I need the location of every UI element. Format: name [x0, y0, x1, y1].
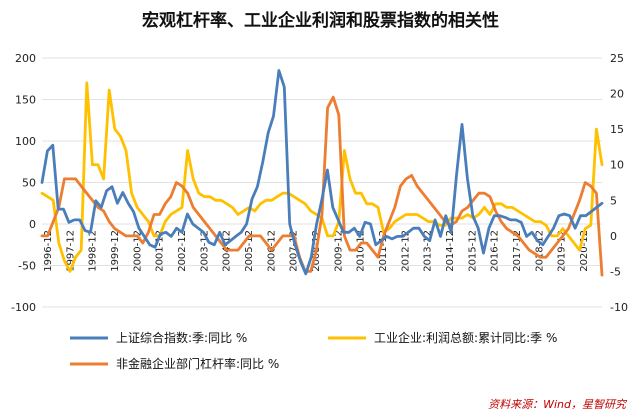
series-line-0 [40, 69, 604, 276]
left-tick-label: -100 [11, 301, 36, 314]
left-axis-ticks: -100 -50 0 50 100 150 200 [11, 52, 36, 314]
x-tick-label: 2020-12 [579, 230, 590, 272]
left-tick-label: 0 [29, 218, 36, 231]
x-tick-label: 2001-12 [155, 230, 166, 272]
x-tick-label: 2003-12 [199, 230, 210, 272]
x-tick-label: 2016-12 [490, 230, 501, 272]
left-tick-label: 50 [22, 177, 36, 190]
x-tick-label: 2007-12 [289, 230, 300, 272]
right-tick-label: 15 [610, 123, 624, 136]
source-note: 资料来源：Wind，星智研究 [488, 398, 628, 411]
x-tick-label: 1997-12 [65, 230, 76, 272]
left-tick-label: 100 [15, 135, 36, 148]
legend-label-2: 非金融企业部门杠杆率:同比 % [116, 356, 279, 371]
legend-label-1: 工业企业:利润总额:累计同比:季 % [374, 330, 557, 345]
chart-title: 宏观杠杆率、工业企业利润和股票指数的相关性 [142, 11, 499, 31]
x-tick-label: 2011-12 [378, 230, 389, 272]
x-tick-label: 2009-12 [333, 230, 344, 272]
x-tick-label: 2015-12 [467, 230, 478, 272]
x-tick-label: 2002-12 [177, 230, 188, 272]
series-line-2 [40, 95, 604, 277]
x-tick-label: 2013-12 [423, 230, 434, 272]
x-tick-label: 2017-12 [512, 230, 523, 272]
right-tick-label: 5 [610, 194, 617, 207]
right-tick-label: -5 [610, 265, 621, 278]
legend: 上证综合指数:季:同比 % 工业企业:利润总额:累计同比:季 % 非金融企业部门杠杆… [70, 330, 557, 371]
right-tick-label: 0 [610, 230, 617, 243]
x-tick-label: 1999-12 [110, 230, 121, 272]
x-tick-label: 2014-12 [445, 230, 456, 272]
x-tick-label: 2000-12 [132, 230, 143, 272]
right-axis-ticks: -10 -5 0 5 10 15 20 25 [610, 52, 628, 314]
gridlines [42, 57, 602, 308]
x-tick-label: 2005-12 [244, 230, 255, 272]
x-tick-label: 2018-12 [534, 230, 545, 272]
x-tick-label: 1996-12 [43, 230, 54, 272]
left-tick-label: 200 [15, 52, 36, 65]
right-tick-label: 25 [610, 52, 624, 65]
x-tick-label: 1998-12 [88, 230, 99, 272]
right-tick-label: 20 [610, 88, 624, 101]
x-tick-label: 2019-12 [557, 230, 568, 272]
x-tick-label: 2012-12 [400, 230, 411, 272]
left-tick-label: 150 [15, 94, 36, 107]
x-tick-label: 2010-12 [356, 230, 367, 272]
legend-label-0: 上证综合指数:季:同比 % [116, 330, 247, 345]
right-tick-label: -10 [610, 301, 628, 314]
right-tick-label: 10 [610, 159, 624, 172]
series-lines [40, 69, 604, 277]
left-tick-label: -50 [18, 260, 36, 273]
